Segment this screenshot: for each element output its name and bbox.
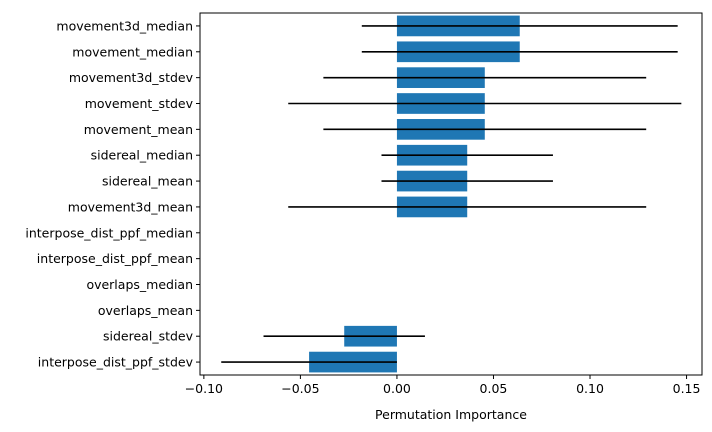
y-tick-label: movement_stdev	[85, 96, 194, 111]
y-axis: movement3d_median movement_median movement…	[25, 18, 200, 370]
y-tick-label: movement3d_median	[56, 18, 193, 33]
y-tick-label: movement_median	[72, 44, 193, 59]
y-tick-label: interpose_dist_ppf_stdev	[38, 355, 194, 370]
y-tick-label: interpose_dist_ppf_median	[25, 225, 193, 240]
x-tick-label: −0.10	[185, 381, 223, 396]
y-tick-label: sidereal_stdev	[103, 329, 194, 344]
y-tick-label: overlaps_mean	[98, 303, 193, 318]
y-tick-label: overlaps_median	[86, 277, 193, 292]
bar-group	[309, 15, 520, 373]
errorbar-group	[221, 25, 682, 363]
y-tick-label: sidereal_median	[91, 148, 193, 163]
y-tick-label: interpose_dist_ppf_mean	[37, 251, 193, 266]
axes-frame	[199, 12, 703, 376]
x-tick-label: −0.05	[281, 381, 319, 396]
y-tick-label: sidereal_mean	[102, 174, 193, 189]
y-tick-label: movement_mean	[84, 122, 193, 137]
y-tick-label: movement3d_mean	[68, 199, 193, 214]
x-tick-label: 0.00	[383, 381, 411, 396]
x-axis: −0.10 −0.05 0.00 0.05 0.10 0.15	[185, 375, 701, 396]
x-tick-label: 0.05	[480, 381, 508, 396]
plot-border	[199, 12, 703, 376]
x-axis-label: Permutation Importance	[375, 407, 527, 422]
y-tick-label: movement3d_stdev	[69, 70, 194, 85]
x-tick-label: 0.15	[673, 381, 701, 396]
x-tick-label: 0.10	[576, 381, 604, 396]
